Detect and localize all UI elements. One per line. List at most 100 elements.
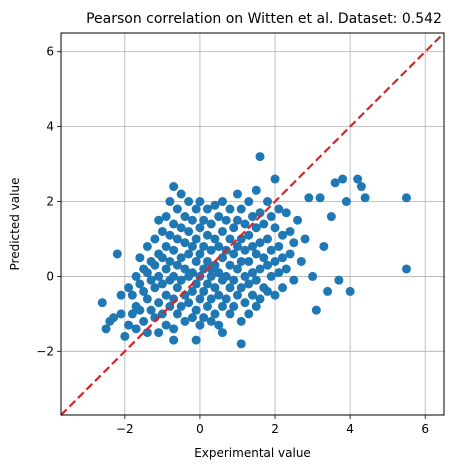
scatter-point — [169, 271, 179, 281]
scatter-point — [172, 234, 182, 244]
scatter-point — [236, 234, 246, 244]
scatter-point — [116, 309, 126, 319]
scatter-point — [169, 335, 179, 345]
scatter-point — [401, 193, 411, 203]
scatter-point — [180, 264, 190, 274]
scatter-point — [206, 294, 216, 304]
scatter-point — [285, 226, 295, 236]
scatter-point — [214, 268, 224, 278]
scatter-point — [154, 328, 164, 338]
scatter-point — [345, 286, 355, 296]
scatter-point — [124, 283, 134, 293]
scatter-point — [135, 305, 145, 315]
scatter-point — [263, 260, 273, 270]
scatter-point — [248, 290, 257, 300]
scatter-point — [139, 286, 149, 296]
scatter-point — [202, 230, 212, 240]
scatter-point — [259, 253, 269, 263]
scatter-point — [251, 301, 261, 311]
scatter-point — [142, 328, 152, 338]
scatter-point — [172, 260, 182, 270]
scatter-point — [214, 290, 224, 300]
scatter-point — [165, 230, 175, 240]
scatter-point — [240, 245, 250, 255]
scatter-point — [199, 286, 209, 296]
scatter-point — [248, 212, 257, 222]
scatter-point — [157, 253, 167, 263]
scatter-point — [229, 249, 239, 259]
scatter-point — [270, 223, 280, 233]
scatter-point — [206, 219, 216, 229]
scatter-point — [236, 204, 246, 214]
y-tick-label: 6 — [46, 45, 54, 59]
scatter-point — [191, 256, 201, 266]
scatter-point — [150, 260, 160, 270]
scatter-point — [176, 223, 186, 233]
scatter-point — [157, 279, 167, 289]
scatter-point — [217, 328, 227, 338]
scatter-point — [199, 215, 209, 225]
scatter-point — [323, 286, 333, 296]
scatter-point — [244, 256, 254, 266]
scatter-point — [195, 223, 205, 233]
y-tick-label: 0 — [46, 269, 54, 283]
scatter-point — [116, 290, 126, 300]
ticks-layer: −2 0 2 4 6 −2 0 2 4 6 — [36, 45, 429, 436]
scatter-point — [232, 215, 242, 225]
scatter-point — [139, 316, 149, 326]
scatter-point — [180, 316, 190, 326]
scatter-point — [266, 212, 276, 222]
x-tick-label: 6 — [421, 422, 429, 436]
scatter-point — [229, 223, 239, 233]
scatter-point — [360, 193, 370, 203]
scatter-point — [293, 215, 303, 225]
scatter-point — [202, 256, 212, 266]
scatter-point — [296, 256, 306, 266]
scatter-point — [263, 197, 273, 207]
scatter-point — [244, 197, 254, 207]
scatter-point — [199, 313, 209, 323]
scatter-point — [135, 279, 145, 289]
scatter-point — [308, 271, 318, 281]
scatter-point — [315, 193, 325, 203]
chart-title: Pearson correlation on Witten et al. Dat… — [86, 11, 442, 27]
scatter-point — [217, 197, 227, 207]
scatter-point — [135, 253, 145, 263]
scatter-point — [274, 268, 284, 278]
scatter-point — [300, 234, 310, 244]
scatter-point — [146, 275, 156, 285]
scatter-point — [338, 174, 348, 184]
x-tick-label: 2 — [271, 422, 279, 436]
scatter-point — [270, 174, 280, 184]
y-tick-label: −2 — [36, 344, 54, 358]
x-tick-label: 0 — [196, 422, 204, 436]
scatter-point — [236, 283, 246, 293]
scatter-point — [221, 215, 231, 225]
scatter-point — [180, 212, 190, 222]
x-tick-label: 4 — [346, 422, 354, 436]
scatter-point — [191, 204, 201, 214]
scatter-point — [236, 316, 246, 326]
scatter-point — [172, 204, 182, 214]
scatter-point — [187, 286, 197, 296]
scatter-point — [210, 283, 220, 293]
scatter-point — [232, 241, 242, 251]
scatter-point — [225, 309, 235, 319]
scatter-point — [319, 241, 329, 251]
scatter-point — [285, 249, 295, 259]
scatter-point — [341, 197, 351, 207]
scatter-point — [161, 264, 171, 274]
scatter-point — [184, 226, 194, 236]
scatter-point — [225, 260, 235, 270]
scatter-point — [255, 152, 265, 162]
scatter-point — [112, 249, 122, 259]
scatter-point — [229, 301, 239, 311]
scatter-point — [169, 219, 179, 229]
scatter-point — [161, 320, 171, 330]
scatter-point — [255, 238, 265, 248]
scatter-point — [251, 185, 261, 195]
scatter-point — [304, 193, 314, 203]
reference-line-layer — [60, 32, 445, 416]
scatter-point — [176, 301, 186, 311]
